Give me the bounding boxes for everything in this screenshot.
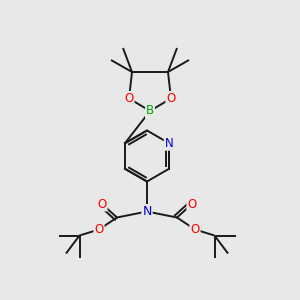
Text: O: O <box>124 92 134 105</box>
Text: O: O <box>190 223 200 236</box>
Text: B: B <box>146 104 154 118</box>
Text: N: N <box>142 205 152 218</box>
Text: O: O <box>167 92 176 105</box>
Text: O: O <box>94 223 103 236</box>
Text: N: N <box>165 137 173 150</box>
Text: O: O <box>98 197 106 211</box>
Text: O: O <box>188 197 196 211</box>
